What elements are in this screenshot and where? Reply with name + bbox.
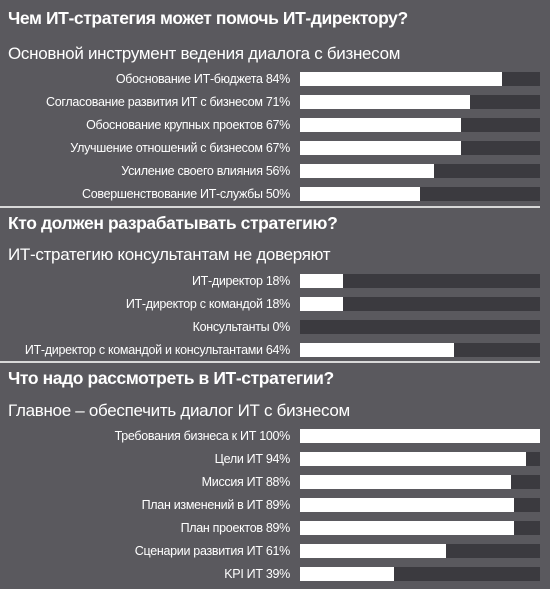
bar-fill: [300, 343, 454, 357]
bar-fill: [300, 274, 343, 288]
bar-label: Совершенствование ИТ-службы 50%: [81, 187, 290, 201]
bar-track: [300, 141, 540, 155]
bar-track: [300, 343, 540, 357]
bar-track: [300, 544, 540, 558]
bar-row: Цели ИТ 94%: [0, 451, 550, 467]
bar-track: [300, 118, 540, 132]
bar-fill: [300, 297, 343, 311]
bar-track: [300, 297, 540, 311]
bar-label: Консультанты 0%: [192, 320, 291, 334]
bar-label: ИТ-директор с командой 18%: [125, 297, 290, 311]
bar-fill: [300, 544, 446, 558]
bar-row: План изменений в ИТ 89%: [0, 497, 550, 513]
bar-label: ИТ-директор с командой и консультантами …: [24, 343, 290, 357]
bar-fill: [300, 521, 514, 535]
bar-track: [300, 320, 540, 334]
section-subtitle: Основной инструмент ведения диалога с би…: [8, 44, 401, 63]
bar-fill: [300, 141, 461, 155]
bar-row: Обоснование ИТ-бюджета 84%: [0, 71, 550, 87]
bar-row: Обоснование крупных проектов 67%: [0, 117, 550, 133]
bar-row: ИТ-директор с командой и консультантами …: [0, 342, 550, 358]
bar-fill: [300, 164, 434, 178]
section-divider: [0, 206, 540, 208]
bar-row: ИТ-директор с командой 18%: [0, 296, 550, 312]
bar-label: Требования бизнеса к ИТ 100%: [114, 429, 291, 443]
bar-track: [300, 95, 540, 109]
bar-fill: [300, 452, 526, 466]
section-title: Кто должен разрабатывать стратегию?: [8, 213, 338, 233]
bar-label: Согласование развития ИТ с бизнесом 71%: [46, 95, 290, 109]
bar-track: [300, 274, 540, 288]
bar-fill: [300, 567, 394, 581]
section-divider: [0, 361, 540, 363]
bar-row: Требования бизнеса к ИТ 100%: [0, 428, 550, 444]
bar-track: [300, 452, 540, 466]
bar-label: Цели ИТ 94%: [214, 452, 291, 466]
bar-row: ИТ-директор 18%: [0, 273, 550, 289]
bar-track: [300, 187, 540, 201]
bar-fill: [300, 118, 461, 132]
bar-fill: [300, 498, 514, 512]
bar-track: [300, 164, 540, 178]
bar-label: Сценарии развития ИТ 61%: [134, 544, 291, 558]
bar-track: [300, 498, 540, 512]
bar-label: KPI ИТ 39%: [224, 567, 290, 581]
bar-label: Миссия ИТ 88%: [201, 475, 291, 489]
bar-fill: [300, 72, 502, 86]
bar-label: План изменений в ИТ 89%: [141, 498, 291, 512]
bar-row: Совершенствование ИТ-службы 50%: [0, 186, 550, 202]
bar-row: Улучшение отношений с бизнесом 67%: [0, 140, 550, 156]
bar-row: KPI ИТ 39%: [0, 566, 550, 582]
bar-row: Консультанты 0%: [0, 319, 550, 335]
bar-track: [300, 72, 540, 86]
bar-fill: [300, 475, 511, 489]
bar-track: [300, 475, 540, 489]
bar-track: [300, 567, 540, 581]
bar-label: Обоснование крупных проектов 67%: [86, 118, 290, 132]
bar-label: Усиление своего влияния 56%: [121, 164, 290, 178]
section-title: Что надо рассмотреть в ИТ-стратегии?: [8, 368, 334, 388]
bar-fill: [300, 187, 420, 201]
bar-row: Миссия ИТ 88%: [0, 474, 550, 490]
bar-fill: [300, 95, 470, 109]
bar-fill: [300, 429, 540, 443]
bar-row: Сценарии развития ИТ 61%: [0, 543, 550, 559]
bar-track: [300, 429, 540, 443]
bar-track: [300, 521, 540, 535]
bar-label: Улучшение отношений с бизнесом 67%: [70, 141, 290, 155]
bar-label: ИТ-директор 18%: [191, 274, 290, 288]
section-title: Чем ИТ-стратегия может помочь ИТ-директо…: [8, 8, 408, 28]
section-subtitle: ИТ-стратегию консультантам не доверяют: [8, 245, 331, 264]
section-subtitle: Главное – обеспечить диалог ИТ с бизнесо…: [8, 401, 350, 420]
bar-row: Согласование развития ИТ с бизнесом 71%: [0, 94, 550, 110]
bar-row: План проектов 89%: [0, 520, 550, 536]
bar-label: Обоснование ИТ-бюджета 84%: [115, 72, 290, 86]
bar-row: Усиление своего влияния 56%: [0, 163, 550, 179]
bar-label: План проектов 89%: [180, 521, 291, 535]
